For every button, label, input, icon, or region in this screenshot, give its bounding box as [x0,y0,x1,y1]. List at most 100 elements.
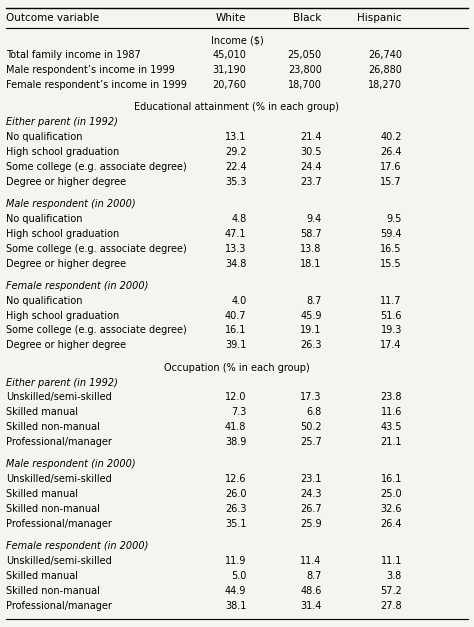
Text: 16.1: 16.1 [225,325,246,335]
Text: 35.3: 35.3 [225,177,246,187]
Text: 11.1: 11.1 [381,556,402,566]
Text: 38.9: 38.9 [225,437,246,447]
Text: Income ($): Income ($) [210,35,264,45]
Text: 13.8: 13.8 [301,244,322,254]
Text: Skilled manual: Skilled manual [6,489,78,499]
Text: 23.8: 23.8 [381,393,402,403]
Text: Male respondent (in 2000): Male respondent (in 2000) [6,460,136,470]
Text: High school graduation: High school graduation [6,310,119,320]
Text: 6.8: 6.8 [307,408,322,418]
Text: 21.4: 21.4 [301,132,322,142]
Text: High school graduation: High school graduation [6,147,119,157]
Text: Some college (e.g. associate degree): Some college (e.g. associate degree) [6,325,187,335]
Text: 5.0: 5.0 [231,571,246,581]
Text: Unskilled/semi-skilled: Unskilled/semi-skilled [6,474,112,484]
Text: 40.2: 40.2 [381,132,402,142]
Text: 23.1: 23.1 [301,474,322,484]
Text: White: White [216,13,246,23]
Text: 35.1: 35.1 [225,519,246,529]
Text: 18,270: 18,270 [368,80,402,90]
Text: Black: Black [293,13,322,23]
Text: Skilled non-manual: Skilled non-manual [6,586,100,596]
Text: 45.9: 45.9 [301,310,322,320]
Text: Outcome variable: Outcome variable [6,13,99,23]
Text: 19.1: 19.1 [301,325,322,335]
Text: Some college (e.g. associate degree): Some college (e.g. associate degree) [6,162,187,172]
Text: 12.6: 12.6 [225,474,246,484]
Text: 24.4: 24.4 [301,162,322,172]
Text: 17.3: 17.3 [301,393,322,403]
Text: 11.7: 11.7 [381,296,402,306]
Text: 9.4: 9.4 [307,214,322,224]
Text: 4.0: 4.0 [231,296,246,306]
Text: 26.4: 26.4 [381,147,402,157]
Text: 17.4: 17.4 [381,340,402,350]
Text: 23.7: 23.7 [300,177,322,187]
Text: 26.0: 26.0 [225,489,246,499]
Text: 18,700: 18,700 [288,80,322,90]
Text: No qualification: No qualification [6,296,82,306]
Text: 25.0: 25.0 [380,489,402,499]
Text: High school graduation: High school graduation [6,229,119,239]
Text: 38.1: 38.1 [225,601,246,611]
Text: 39.1: 39.1 [225,340,246,350]
Text: 15.5: 15.5 [380,258,402,268]
Text: 26,740: 26,740 [368,50,402,60]
Text: 8.7: 8.7 [307,571,322,581]
Text: Degree or higher degree: Degree or higher degree [6,340,126,350]
Text: 3.8: 3.8 [387,571,402,581]
Text: Educational attainment (% in each group): Educational attainment (% in each group) [135,102,339,112]
Text: 21.1: 21.1 [381,437,402,447]
Text: Unskilled/semi-skilled: Unskilled/semi-skilled [6,393,112,403]
Text: Some college (e.g. associate degree): Some college (e.g. associate degree) [6,244,187,254]
Text: Occupation (% in each group): Occupation (% in each group) [164,362,310,372]
Text: Male respondent (in 2000): Male respondent (in 2000) [6,199,136,209]
Text: Male respondent’s income in 1999: Male respondent’s income in 1999 [6,65,175,75]
Text: 11.4: 11.4 [301,556,322,566]
Text: 26.3: 26.3 [301,340,322,350]
Text: 8.7: 8.7 [307,296,322,306]
Text: 19.3: 19.3 [381,325,402,335]
Text: Total family income in 1987: Total family income in 1987 [6,50,141,60]
Text: 20,760: 20,760 [212,80,246,90]
Text: Skilled non-manual: Skilled non-manual [6,422,100,432]
Text: 15.7: 15.7 [380,177,402,187]
Text: 43.5: 43.5 [381,422,402,432]
Text: 26.3: 26.3 [225,504,246,514]
Text: Degree or higher degree: Degree or higher degree [6,177,126,187]
Text: Either parent (in 1992): Either parent (in 1992) [6,117,118,127]
Text: 47.1: 47.1 [225,229,246,239]
Text: Female respondent (in 2000): Female respondent (in 2000) [6,541,148,551]
Text: 59.4: 59.4 [381,229,402,239]
Text: 16.5: 16.5 [381,244,402,254]
Text: 26,880: 26,880 [368,65,402,75]
Text: 23,800: 23,800 [288,65,322,75]
Text: Skilled non-manual: Skilled non-manual [6,504,100,514]
Text: 18.1: 18.1 [301,258,322,268]
Text: 26.7: 26.7 [300,504,322,514]
Text: 31.4: 31.4 [301,601,322,611]
Text: Degree or higher degree: Degree or higher degree [6,258,126,268]
Text: 51.6: 51.6 [381,310,402,320]
Text: Professional/manager: Professional/manager [6,437,112,447]
Text: 30.5: 30.5 [301,147,322,157]
Text: 58.7: 58.7 [300,229,322,239]
Text: 11.6: 11.6 [381,408,402,418]
Text: 26.4: 26.4 [381,519,402,529]
Text: Professional/manager: Professional/manager [6,601,112,611]
Text: 24.3: 24.3 [301,489,322,499]
Text: Female respondent (in 2000): Female respondent (in 2000) [6,281,148,291]
Text: 13.3: 13.3 [225,244,246,254]
Text: Hispanic: Hispanic [357,13,402,23]
Text: Skilled manual: Skilled manual [6,571,78,581]
Text: No qualification: No qualification [6,214,82,224]
Text: 4.8: 4.8 [231,214,246,224]
Text: 40.7: 40.7 [225,310,246,320]
Text: 25.7: 25.7 [300,437,322,447]
Text: 34.8: 34.8 [225,258,246,268]
Text: 7.3: 7.3 [231,408,246,418]
Text: 11.9: 11.9 [225,556,246,566]
Text: 16.1: 16.1 [381,474,402,484]
Text: 25,050: 25,050 [288,50,322,60]
Text: No qualification: No qualification [6,132,82,142]
